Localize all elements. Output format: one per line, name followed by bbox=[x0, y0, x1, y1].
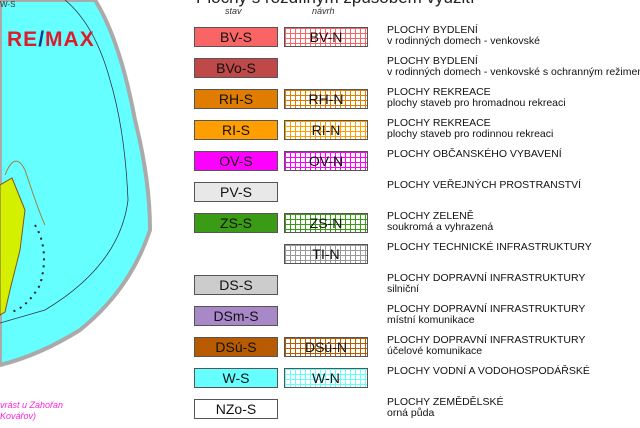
legend-swatch-proposed: TI-N bbox=[284, 244, 368, 264]
legend-description: PLOCHY VEŘEJNÝCH PROSTRANSTVÍ bbox=[387, 180, 581, 191]
legend-swatch-existing: BVo-S bbox=[194, 58, 278, 78]
legend-category: PLOCHY ZEMĚDĚLSKÉ bbox=[387, 396, 504, 408]
legend-category: PLOCHY REKREACE bbox=[387, 86, 491, 98]
legend-category: PLOCHY VODNÍ A VODOHOSPODÁŘSKÉ bbox=[387, 365, 590, 377]
legend-title: Plochy s rozdílným způsobem využití bbox=[196, 0, 475, 8]
legend-swatch-existing: ZS-S bbox=[194, 213, 278, 233]
legend-description: PLOCHY OBČANSKÉHO VYBAVENÍ bbox=[387, 149, 562, 160]
legend-description: PLOCHY REKREACE plochy staveb pro hromadn… bbox=[387, 87, 566, 109]
legend-category: PLOCHY ZELENĚ bbox=[387, 210, 474, 222]
remax-logo: RE/MAX bbox=[7, 28, 95, 51]
legend-description: PLOCHY DOPRAVNÍ INFRASTRUKTURY účelové ko… bbox=[387, 335, 585, 357]
legend-swatch-proposed: OV-N bbox=[284, 151, 368, 171]
legend-swatch-proposed: RI-N bbox=[284, 120, 368, 140]
legend-swatch-existing: DSú-S bbox=[194, 337, 278, 357]
water-boundary bbox=[0, 0, 129, 324]
legend-category: PLOCHY DOPRAVNÍ INFRASTRUKTURY bbox=[387, 334, 586, 346]
legend-swatch-existing: RH-S bbox=[194, 89, 278, 109]
map-area bbox=[0, 0, 153, 368]
legend-row: RH-S RH-N PLOCHY REKREACE plochy staveb pro… bbox=[0, 87, 640, 109]
legend-description: PLOCHY BYDLENÍ v rodinných domech - venko… bbox=[387, 56, 640, 78]
legend-swatch-existing: PV-S bbox=[194, 182, 278, 202]
legend-category: PLOCHY BYDLENÍ bbox=[387, 55, 478, 67]
legend-swatch-existing: NZo-S bbox=[194, 399, 278, 419]
map-place-label: vrást u Zahořan Kovářov) bbox=[0, 400, 64, 421]
legend-description: PLOCHY VODNÍ A VODOHOSPODÁŘSKÉ bbox=[387, 366, 590, 377]
water-area bbox=[0, 0, 153, 368]
contour bbox=[4, 160, 46, 226]
forest-area bbox=[0, 177, 26, 316]
legend-swatch-proposed: RH-N bbox=[284, 89, 368, 109]
legend-category: PLOCHY VEŘEJNÝCH PROSTRANSTVÍ bbox=[387, 179, 582, 191]
legend-description: PLOCHY TECHNICKÉ INFRASTRUKTURY bbox=[387, 242, 592, 253]
map-label-top: W-S bbox=[0, 0, 16, 9]
legend-subcategory: místní komunikace bbox=[387, 314, 475, 326]
legend-row: W-S W-N PLOCHY VODNÍ A VODOHOSPODÁŘSKÉ bbox=[0, 366, 640, 388]
legend-swatch-existing: RI-S bbox=[194, 120, 278, 140]
legend-subcategory: v rodinných domech - venkovské s ochrann… bbox=[387, 66, 640, 78]
legend-swatch-existing: DSm-S bbox=[194, 306, 278, 326]
legend-subcategory: orná půda bbox=[387, 407, 435, 419]
legend-subcategory: soukromá a vyhrazená bbox=[387, 221, 494, 233]
legend-category: PLOCHY OBČANSKÉHO VYBAVENÍ bbox=[387, 148, 562, 160]
legend-subcategory: plochy staveb pro rodinnou rekreaci bbox=[387, 128, 554, 140]
legend-swatch-existing: W-S bbox=[194, 368, 278, 388]
legend-row: DSú-S DSú-N PLOCHY DOPRAVNÍ INFRASTRUKTURY… bbox=[0, 335, 640, 357]
legend-subcategory: účelové komunikace bbox=[387, 345, 483, 357]
legend-category: PLOCHY TECHNICKÉ INFRASTRUKTURY bbox=[387, 241, 592, 253]
legend-row: DS-S PLOCHY DOPRAVNÍ INFRASTRUKTURY silnič… bbox=[0, 273, 640, 295]
legend-swatch-existing: BV-S bbox=[194, 27, 278, 47]
legend-row: BV-S BV-N PLOCHY BYDLENÍ v rodinných domech… bbox=[0, 25, 640, 47]
legend-row: PV-S PLOCHY VEŘEJNÝCH PROSTRANSTVÍ bbox=[0, 180, 640, 202]
legend-description: PLOCHY BYDLENÍ v rodinných domech - venko… bbox=[387, 25, 540, 47]
legend-category: PLOCHY BYDLENÍ bbox=[387, 24, 478, 36]
legend-swatch-existing: DS-S bbox=[194, 275, 278, 295]
legend-description: PLOCHY ZELENĚ soukromá a vyhrazená bbox=[387, 211, 493, 233]
legend-category: PLOCHY REKREACE bbox=[387, 117, 491, 129]
legend-description: PLOCHY REKREACE plochy staveb pro rodinno… bbox=[387, 118, 553, 140]
legend-description: PLOCHY ZEMĚDĚLSKÉ orná půda bbox=[387, 397, 504, 419]
legend-subcategory: silniční bbox=[387, 283, 420, 295]
legend-swatch-proposed: W-N bbox=[284, 368, 368, 388]
legend-row: NZo-S PLOCHY ZEMĚDĚLSKÉ orná půda bbox=[0, 397, 640, 419]
legend-row: DSm-S PLOCHY DOPRAVNÍ INFRASTRUKTURY místn… bbox=[0, 304, 640, 326]
legend-description: PLOCHY DOPRAVNÍ INFRASTRUKTURY silniční bbox=[387, 273, 585, 295]
legend-subcategory: v rodinných domech - venkovské bbox=[387, 35, 540, 47]
legend-row: TI-N PLOCHY TECHNICKÉ INFRASTRUKTURY bbox=[0, 242, 640, 264]
legend-category: PLOCHY DOPRAVNÍ INFRASTRUKTURY bbox=[387, 303, 586, 315]
legend-swatch-proposed: BV-N bbox=[284, 27, 368, 47]
legend-swatch-proposed: DSú-N bbox=[284, 337, 368, 357]
legend-subcategory: plochy staveb pro hromadnou rekreaci bbox=[387, 97, 566, 109]
column-stav: stav bbox=[225, 6, 242, 16]
legend-description: PLOCHY DOPRAVNÍ INFRASTRUKTURY místní kom… bbox=[387, 304, 585, 326]
column-navrh: návrh bbox=[312, 6, 335, 16]
legend-row: OV-S OV-N PLOCHY OBČANSKÉHO VYBAVENÍ bbox=[0, 149, 640, 171]
legend-row: ZS-S ZS-N PLOCHY ZELENĚ soukromá a vyhrazen… bbox=[0, 211, 640, 233]
legend-category: PLOCHY DOPRAVNÍ INFRASTRUKTURY bbox=[387, 272, 586, 284]
legend-row: BVo-S PLOCHY BYDLENÍ v rodinných domech - … bbox=[0, 56, 640, 78]
legend-swatch-existing: OV-S bbox=[194, 151, 278, 171]
legend-row: RI-S RI-N PLOCHY REKREACE plochy staveb pro… bbox=[0, 118, 640, 140]
legend-swatch-proposed: ZS-N bbox=[284, 213, 368, 233]
